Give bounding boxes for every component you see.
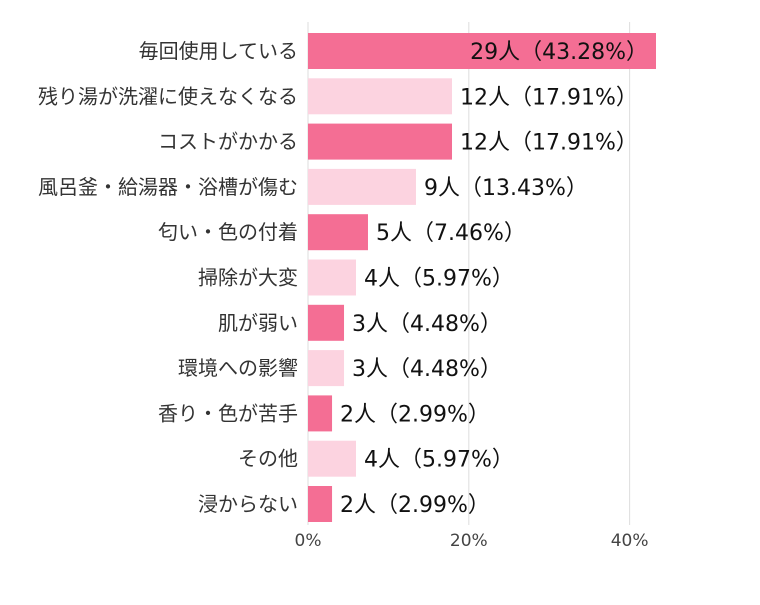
category-label: 環境への影響 bbox=[178, 356, 298, 380]
category-label: 匂い・色の付着 bbox=[158, 220, 298, 244]
bar-10 bbox=[308, 486, 333, 522]
category-label: 浸からない bbox=[198, 492, 298, 516]
category-label: その他 bbox=[238, 447, 298, 471]
data-label: 2人（2.99%） bbox=[340, 402, 490, 427]
data-label: 12人（17.91%） bbox=[460, 131, 638, 156]
data-label: 12人（17.91%） bbox=[460, 85, 638, 110]
data-label: 9人（13.43%） bbox=[424, 176, 588, 201]
data-label: 4人（5.97%） bbox=[364, 448, 514, 473]
bar-2 bbox=[308, 123, 453, 160]
bar-5 bbox=[308, 259, 357, 296]
bar-7 bbox=[308, 350, 345, 387]
bar-8 bbox=[308, 395, 333, 432]
data-label: 3人（4.48%） bbox=[352, 357, 502, 382]
bar-0 bbox=[308, 33, 656, 69]
x-tick-label: 40% bbox=[611, 531, 649, 551]
data-label: 2人（2.99%） bbox=[340, 493, 490, 518]
data-label: 4人（5.97%） bbox=[364, 267, 514, 292]
category-label: 風呂釜・給湯器・浴槽が傷む bbox=[38, 175, 298, 199]
bar-9 bbox=[308, 440, 357, 477]
bar-4 bbox=[308, 214, 368, 251]
category-label: コストがかかる bbox=[158, 130, 298, 154]
category-label: 毎回使用している bbox=[139, 39, 298, 63]
bar-6 bbox=[308, 304, 345, 341]
data-label: 29人（43.28%） bbox=[470, 40, 648, 65]
x-tick-label: 0% bbox=[295, 531, 322, 551]
category-label: 香り・色が苦手 bbox=[158, 401, 298, 425]
category-label: 掃除が大変 bbox=[198, 266, 298, 290]
data-label: 3人（4.48%） bbox=[352, 312, 502, 337]
data-label: 5人（7.46%） bbox=[376, 221, 526, 246]
bar-1 bbox=[308, 78, 453, 115]
category-label: 肌が弱い bbox=[218, 311, 298, 335]
category-label: 残り湯が洗濯に使えなくなる bbox=[38, 84, 298, 108]
x-tick-label: 20% bbox=[450, 531, 488, 551]
bar-3 bbox=[308, 168, 416, 205]
